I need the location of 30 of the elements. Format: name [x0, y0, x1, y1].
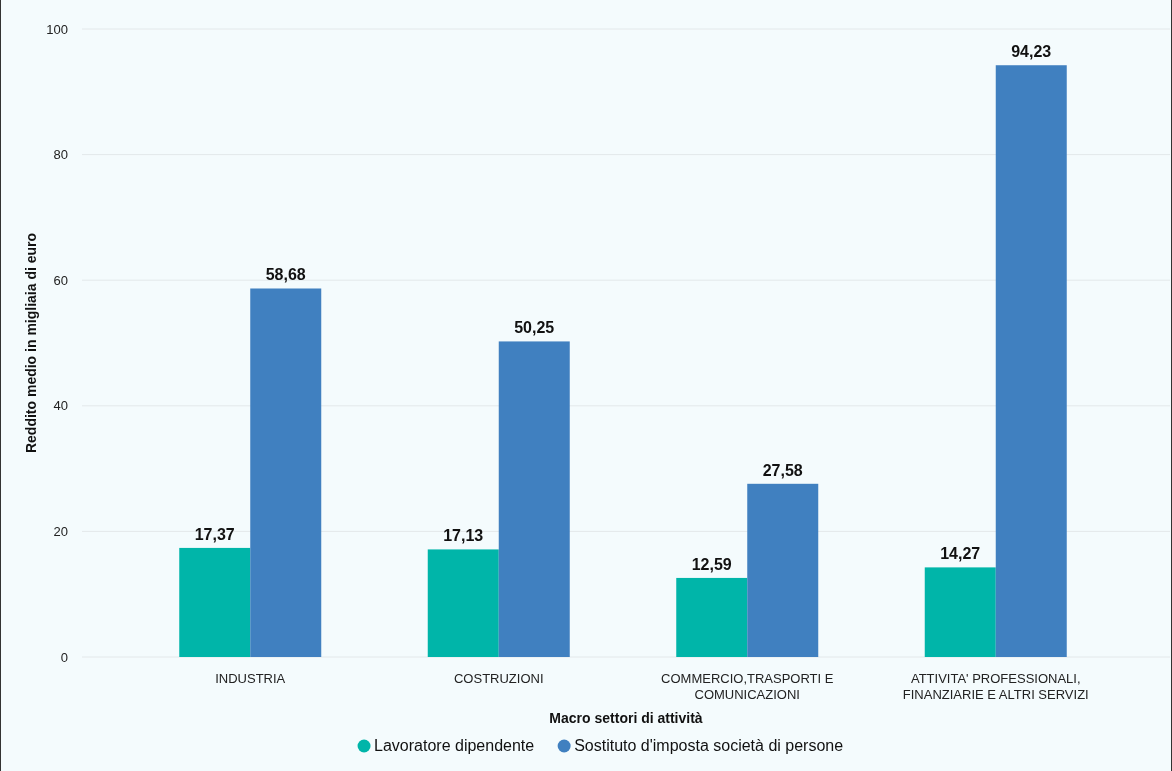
x-tick-label: INDUSTRIA [215, 671, 286, 686]
data-label: 50,25 [514, 319, 555, 337]
data-label: 17,37 [194, 525, 235, 543]
data-label: 27,58 [762, 461, 803, 479]
y-tick-label: 20 [53, 523, 68, 539]
data-label: 58,68 [265, 266, 306, 284]
y-axis-title: Reddito medio in migliaia di euro [23, 232, 39, 454]
y-tick-label: 60 [53, 272, 68, 288]
x-tick-label: COMMERCIO,TRASPORTI E COMUNICAZIONI [661, 671, 834, 702]
bar [924, 567, 996, 657]
bar [250, 288, 322, 657]
bar [427, 549, 499, 657]
bar [747, 483, 819, 657]
x-axis-title: Macro settori di attività [549, 710, 703, 726]
data-label: 17,13 [443, 527, 484, 545]
y-tick-label: 40 [53, 398, 68, 414]
bar [498, 341, 570, 657]
x-tick-label: COSTRUZIONI [453, 671, 544, 686]
bar [179, 547, 251, 657]
data-label: 14,27 [940, 545, 981, 563]
data-label: 94,23 [1011, 43, 1052, 61]
y-tick-label: 100 [46, 21, 68, 37]
legend-label: Sostituto d'imposta società di persone [574, 737, 844, 754]
x-tick-label: ATTIVITA' PROFESSIONALI, FINANZIARIE E ALTRI SERVIZI [902, 671, 1089, 702]
data-label: 12,59 [691, 555, 732, 573]
bar [995, 65, 1067, 657]
y-tick-label: 80 [53, 147, 68, 163]
y-tick-label: 0 [60, 649, 68, 665]
legend-label: Lavoratore dipendente [374, 737, 535, 754]
bar [676, 577, 748, 657]
